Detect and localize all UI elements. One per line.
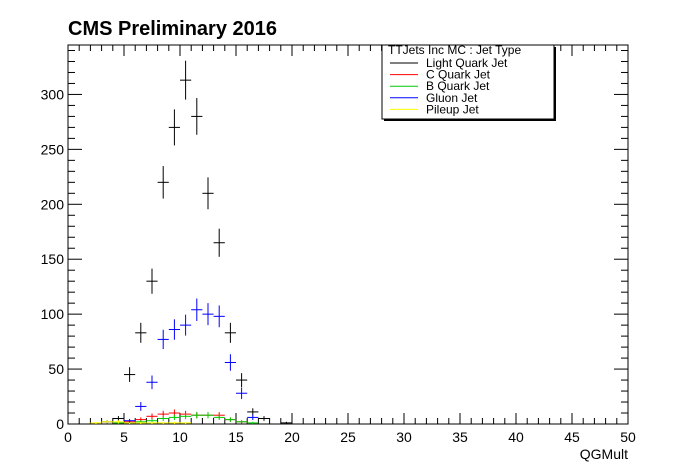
y-tick-label: 0 bbox=[56, 416, 64, 432]
x-tick-label: 20 bbox=[284, 429, 300, 445]
x-tick-label: 5 bbox=[120, 429, 128, 445]
y-tick-label: 300 bbox=[41, 86, 65, 102]
legend-title: TTJets Inc MC : Jet Type bbox=[388, 43, 521, 57]
x-tick-label: 45 bbox=[564, 429, 580, 445]
axes: 0 5 10 15 20 25 30 35 40 45 50 0 50 100 150 200 250 300 QG… bbox=[41, 44, 636, 462]
legend-entry-label: Gluon Jet bbox=[426, 91, 478, 105]
series-light-quark-jet bbox=[101, 60, 292, 424]
y-tick-label: 200 bbox=[41, 196, 65, 212]
x-tick-label: 30 bbox=[396, 429, 412, 445]
legend-entry-label: C Quark Jet bbox=[426, 68, 491, 82]
x-tick-label: 10 bbox=[172, 429, 188, 445]
chart-title: CMS Preliminary 2016 bbox=[68, 18, 277, 40]
y-tick-label: 150 bbox=[41, 251, 65, 267]
y-tick-label: 50 bbox=[48, 361, 64, 377]
x-axis-label: QGMult bbox=[580, 446, 628, 462]
legend-box bbox=[381, 44, 555, 120]
x-tick-label: 15 bbox=[228, 429, 244, 445]
x-tick-label: 35 bbox=[452, 429, 468, 445]
legend-entry-label: B Quark Jet bbox=[426, 79, 490, 93]
y-tick-label: 250 bbox=[41, 141, 65, 157]
series-pileup-jet bbox=[90, 420, 192, 424]
x-tick-label: 0 bbox=[64, 429, 72, 445]
x-tick-label: 25 bbox=[340, 429, 356, 445]
series-gluon-jet bbox=[124, 298, 259, 423]
data-layer bbox=[90, 60, 292, 424]
y-tick-label: 100 bbox=[41, 306, 65, 322]
x-tick-label: 50 bbox=[620, 429, 636, 445]
legend-entry-label: Light Quark Jet bbox=[426, 56, 508, 70]
legend-entry-label: Pileup Jet bbox=[426, 102, 479, 116]
x-tick-label: 40 bbox=[508, 429, 524, 445]
